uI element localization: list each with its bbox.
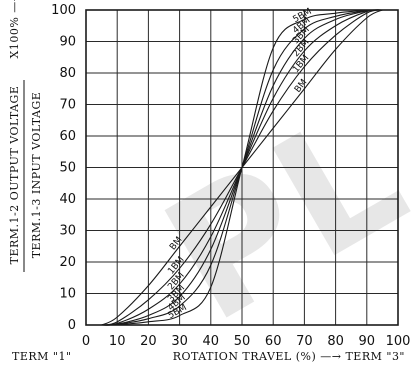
- x-tick-label: 50: [234, 334, 251, 349]
- x-tick-labels: 0 10 20 30 40 50 60 70 80 90 100: [82, 334, 411, 349]
- x-tick-label: 90: [359, 334, 376, 349]
- y-tick-label: 100: [51, 3, 76, 18]
- x-axis-label-left: TERM "1": [12, 350, 72, 363]
- y-tick-label: 50: [59, 161, 76, 176]
- x-axis-label-center: ROTATION TRAVEL (%) —→ TERM "3": [173, 350, 405, 363]
- y-tick-label: 20: [59, 255, 76, 270]
- y-tick-label: 30: [59, 224, 76, 239]
- x-tick-label: 80: [327, 334, 344, 349]
- curves: [101, 9, 383, 326]
- y-tick-label: 70: [59, 98, 76, 113]
- x-tick-label: 100: [386, 334, 411, 349]
- x-tick-label: 30: [171, 334, 188, 349]
- y-tick-label: 10: [59, 287, 76, 302]
- y-tick-label: 90: [59, 35, 76, 50]
- x-tick-label: 60: [265, 334, 282, 349]
- y-axis-label-line2: TERM.1-3 INPUT VOLTAGE: [30, 92, 43, 259]
- x-tick-label: 20: [140, 334, 157, 349]
- x-tick-label: 0: [82, 334, 90, 349]
- y-tick-label: 80: [59, 66, 76, 81]
- y-tick-label: 60: [59, 129, 76, 144]
- curve-5bm: [101, 9, 383, 326]
- y-axis-label-suffix: X100% —→: [8, 0, 21, 59]
- plot-frame: [85, 9, 399, 326]
- x-tick-label: 10: [109, 334, 126, 349]
- x-tick-label: 40: [203, 334, 220, 349]
- y-tick-label: 0: [68, 318, 76, 333]
- x-tick-label: 70: [296, 334, 313, 349]
- y-tick-label: 40: [59, 192, 76, 207]
- y-tick-labels: 0 10 20 30 40 50 60 70 80 90 100: [51, 3, 76, 333]
- curve-label-1bm-upper: 1BM: [291, 53, 311, 75]
- y-axis-label-line1: TERM.1-2 OUTPUT VOLTAGE: [8, 86, 21, 265]
